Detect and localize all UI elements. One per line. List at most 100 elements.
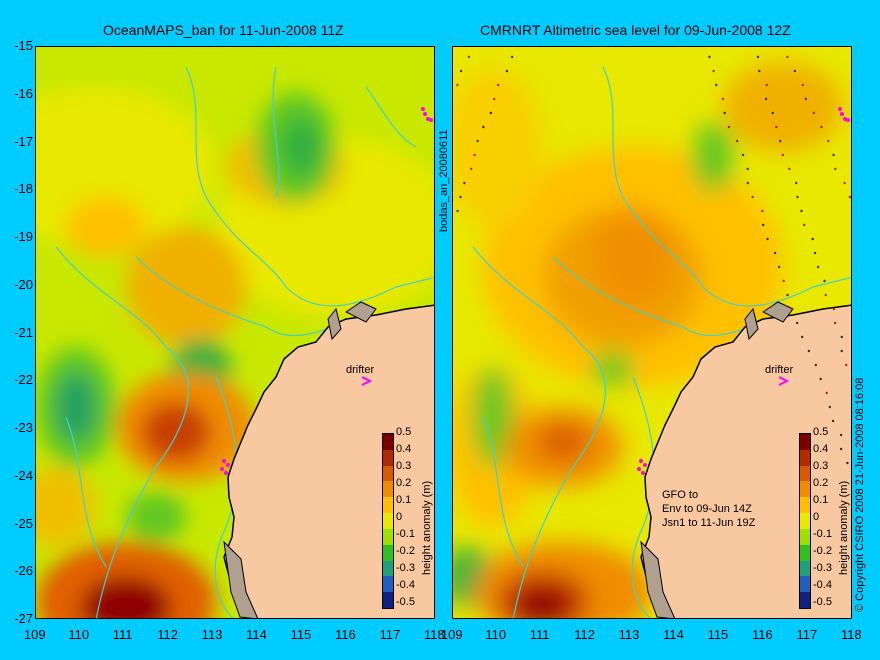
colorbar-swatch [800,592,810,608]
x-tick-label: 114 [663,627,684,642]
left-colorbar [382,433,394,609]
colorbar-swatch [383,481,393,498]
colorbar-swatch [383,544,393,561]
colorbar-swatch [800,481,810,498]
observation-dot [761,209,764,213]
observation-dot [831,419,835,423]
x-tick-label: 110 [485,627,507,642]
y-tick-label: -19 [14,229,33,244]
colorbar-swatch [383,560,393,577]
observation-dot [814,363,818,367]
x-tick-label: 110 [68,627,90,642]
observation-dot [800,335,804,339]
y-tick-label: -21 [14,324,33,340]
observation-dot [807,349,811,353]
observation-dot [843,181,846,185]
colorbar-tick-label: 0.5 [396,426,412,438]
observation-dot [778,139,782,143]
colorbar-tick-label: 0.3 [813,460,829,472]
colorbar-tick-label: -0.4 [813,579,832,591]
colorbar-tick-label: 0.5 [813,426,829,438]
observation-dot [795,181,798,185]
y-tick-label: -24 [14,467,33,483]
colorbar-swatch [800,513,810,529]
x-tick-label: 112 [574,627,595,642]
observation-dot [825,391,828,395]
colorbar-swatch [800,465,810,482]
copyright-label: © Copyright CSIRO 2008 21-Jun-2008 08:16… [854,377,866,612]
observation-dot [721,97,725,101]
x-tick-label: 111 [112,627,133,642]
x-tick-label: 116 [752,627,773,642]
observation-dot [840,335,844,339]
altimeter-observations [456,55,851,465]
right-map-panel: drifter GFO to Env to 09-Jun 14Z Jsn1 to… [452,46,852,619]
observation-dot [793,69,797,73]
observation-dot [820,125,823,129]
colorbar-tick-label: 0.4 [813,443,829,455]
shelf-contours [55,66,434,618]
colorbar-tick-label: -0.5 [396,596,415,608]
observation-dot [834,167,837,171]
observation-dot [489,111,493,115]
left-drifter-label: drifter [346,364,375,376]
observation-dot [795,321,799,325]
observation-dot [765,83,768,87]
observation-dot [476,139,479,143]
left-map-title: OceanMAPS_ban for 11-Jun-2008 11Z [103,22,344,38]
observation-dot [812,111,816,115]
observation-dot [832,307,836,311]
observation-dot [493,97,496,101]
observation-dot [832,153,835,157]
satellite-annotation: GFO to Env to 09-Jun 14Z Jsn1 to 11-Jun … [662,488,755,530]
observation-dot [708,55,711,59]
colorbar-tick-label: 0.4 [396,443,412,455]
colorbar-tick-label: 0.1 [813,494,829,506]
right-map-svg [453,47,851,618]
observation-dot [819,377,822,381]
observation-dot [482,125,485,129]
x-tick-label: 112 [157,627,178,642]
observation-dot [741,153,745,157]
observation-dot [782,279,785,283]
colorbar-tick-label: -0.3 [396,562,415,574]
observation-dot [800,209,803,213]
observation-dot [467,55,471,59]
observation-dot [839,447,843,451]
left-map-panel: drifter 0.5 0.4 0.3 0.2 0.1 0 -0.1 -0.2 -0.3 -0.4… [35,46,435,619]
observation-dot [766,237,769,241]
drifter-arrow-icon-right [778,376,790,386]
y-tick-label: -16 [14,85,33,101]
left-map-svg [36,47,434,618]
colorbar-tick-label: 0 [813,511,820,523]
observation-dot [781,153,784,157]
observation-dot [824,293,827,297]
y-tick-label: -23 [14,420,33,435]
observation-dot [801,83,805,87]
observation-dot [771,111,774,115]
colorbar-tick-label: -0.1 [813,528,832,540]
annotation-line-env: Env to 09-Jun 14Z [662,503,752,515]
colorbar-swatch [383,592,393,608]
observation-dot [777,265,781,269]
observation-dot [764,97,768,101]
annotation-line-gfo: GFO to [662,489,699,501]
observation-dot [505,69,509,73]
colorbar-swatch [800,434,810,450]
colorbar-tick-label: -0.2 [813,545,832,557]
colorbar-swatch [800,449,810,466]
observation-dot [727,125,731,129]
observation-dot [761,223,765,227]
observation-dot [823,279,826,283]
right-map-title: CMRNRT Altimetric sea level for 09-Jun-2… [480,22,791,38]
observation-dot [714,83,718,87]
observation-dot [804,97,808,101]
observation-dot [839,433,843,437]
observation-dot [723,111,726,115]
observation-dot [788,167,791,171]
observation-dot [827,139,830,143]
observation-dot [833,321,837,325]
observation-dot [746,181,750,185]
x-tick-label: 115 [290,627,312,642]
drifter-tracks [220,107,433,475]
